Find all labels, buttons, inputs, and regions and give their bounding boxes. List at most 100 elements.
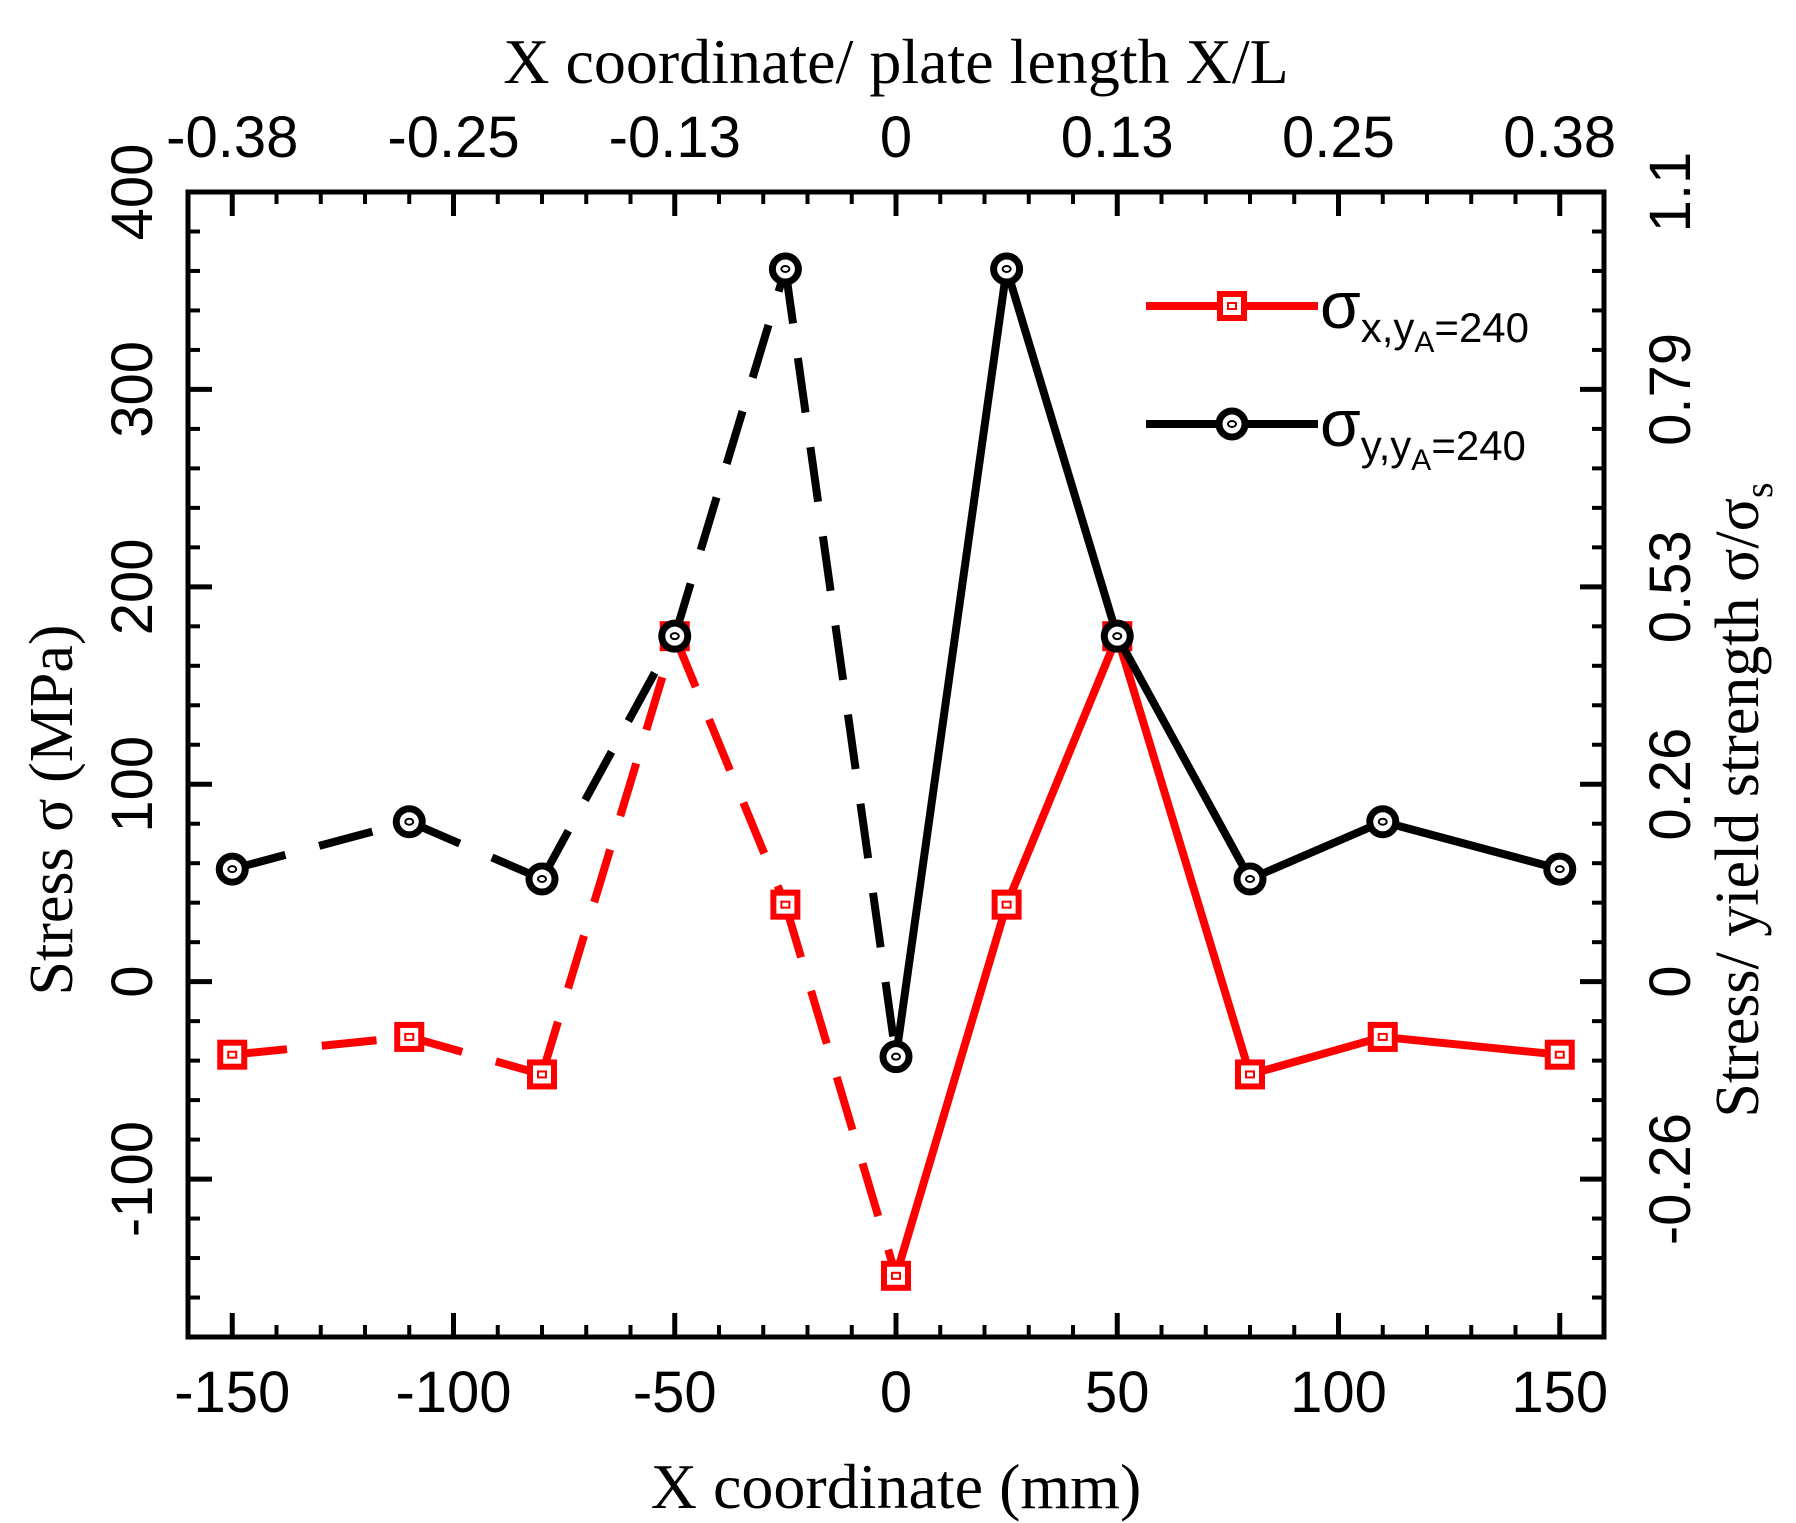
right-tick-label: 0 [1638,966,1703,998]
series-sigma-x [217,621,1575,1291]
series-layer [215,252,1577,1291]
y-tick-label: 100 [100,736,165,833]
series-segment [781,903,900,1277]
y-axis-label: Stress σ (MPa) [18,625,86,996]
data-point-inner [1001,900,1012,909]
data-point [1544,1039,1575,1070]
top-tick-label: -0.25 [387,105,519,170]
data-point-inner [404,1032,415,1041]
data-point-inner [669,632,680,641]
x-axis-label: X coordinate (mm) [651,1451,1142,1522]
data-point [527,1059,557,1090]
data-point-inner [891,1271,901,1280]
series-segment [538,634,679,881]
top-tick-label: 0.25 [1282,105,1395,170]
top-tick-label: -0.13 [609,105,741,170]
legend-label: σy,yA=240 [1320,386,1526,477]
legend-entry-sigma-y: σy,yA=240 [1146,386,1526,477]
data-point-inner [1377,1032,1388,1041]
series-segment [538,635,679,1076]
major-ticks [188,189,1604,1337]
x-tick-label: 150 [1511,1360,1608,1425]
data-point-inner [1554,1050,1565,1059]
data-point-inner [537,1070,547,1079]
right-tick-label: 0.79 [1638,333,1703,446]
legend-marker-inner [1227,420,1237,428]
data-point-inner [891,1052,901,1061]
data-point [1233,862,1267,896]
right-tick-label: -0.26 [1638,1113,1703,1245]
data-point [1366,805,1400,839]
y-tick-label: 400 [100,144,165,241]
data-point-inner [1112,632,1123,641]
data-point [217,1039,248,1070]
series-segment [407,818,544,883]
series-segment [231,1032,410,1059]
legend-marker [1217,291,1247,321]
x-tick-label: -100 [395,1360,511,1425]
top-tick-label: 0.13 [1061,105,1174,170]
legend-label: σx,yA=240 [1320,268,1529,359]
data-point [394,1021,425,1052]
data-point-inner [1245,1070,1255,1079]
top-tick-label: -0.38 [166,105,298,170]
right-tick-label: 1.1 [1638,152,1703,233]
data-point-inner [1001,264,1012,273]
series-segment [231,817,411,873]
x-tick-label: 100 [1290,1360,1387,1425]
y-tick-label: -100 [100,1121,165,1237]
data-point-inner [1245,875,1255,883]
series-segment [1381,817,1561,873]
series-sigma-y [215,252,1577,1074]
tick-labels: -150 -100 -50 0 50 100 150 -0.38 -0.25 -0.13 0 0.13… [100,105,1703,1425]
y-tick-label: 0 [100,966,165,998]
series-segment [670,267,790,638]
series-segment [1002,634,1121,907]
x-tick-label: -150 [174,1360,290,1425]
data-point [990,252,1024,286]
data-point-inner [227,865,238,874]
data-point [525,862,559,896]
series-segment [1248,1033,1384,1079]
top-tick-label: 0 [880,105,912,170]
series-segment [1113,634,1254,881]
right-tick-label: 0.53 [1638,530,1703,643]
series-segment [892,903,1011,1277]
data-point [215,852,249,886]
series-segment [1248,818,1385,883]
data-point [1543,852,1577,886]
data-point [768,252,802,286]
data-point-inner [1554,865,1565,874]
series-segment [781,268,900,1058]
data-point [881,1260,911,1291]
series-segment [671,634,790,907]
series-segment [1113,635,1254,1076]
data-point [1367,1021,1398,1052]
data-point-inner [1377,817,1388,826]
data-point [658,619,692,653]
series-segment [1382,1032,1561,1059]
x-tick-label: 0 [880,1360,912,1425]
right-tick-label: 0.26 [1638,728,1703,841]
data-point-inner [227,1050,238,1059]
series-segment [1002,267,1122,638]
top-axis-label: X coordinate/ plate length X/L [503,26,1289,97]
data-point-inner [404,817,415,826]
top-tick-label: 0.38 [1503,105,1616,170]
data-point-inner [780,900,791,909]
legend-entry-sigma-x: σx,yA=240 [1146,268,1529,359]
plot-frame [185,189,1607,1340]
data-point [991,889,1022,920]
series-segment [892,268,1011,1058]
x-tick-label: 50 [1085,1360,1150,1425]
data-point [1235,1059,1265,1090]
data-point-inner [537,875,547,883]
legend-marker [1215,407,1249,441]
data-point [770,889,801,920]
right-axis-label: Stress/ yield strength σ/σs [1704,482,1781,1117]
data-point [392,805,426,839]
minor-ticks [188,190,1604,1337]
data-point [879,1040,913,1074]
legend-marker-inner [1227,302,1237,310]
